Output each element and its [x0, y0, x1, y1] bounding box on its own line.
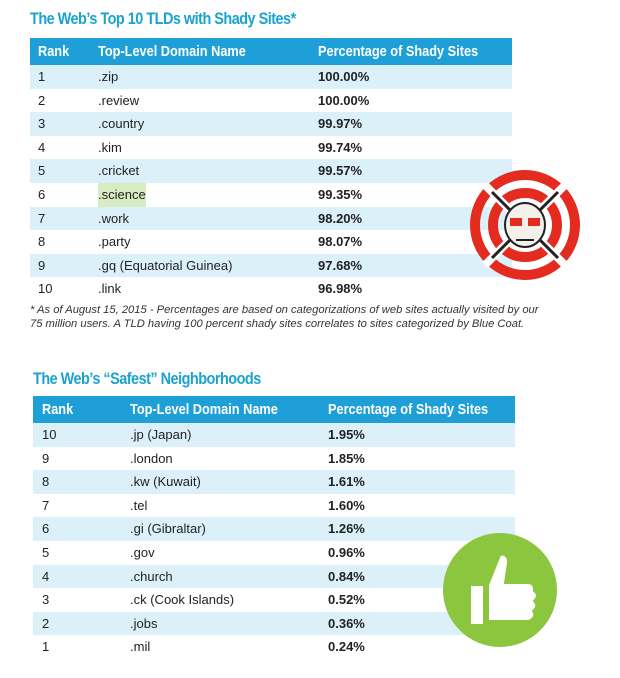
- table-row: 6 .science 99.35%: [30, 183, 512, 207]
- header-cell: Top-Level Domain Name: [98, 43, 246, 60]
- table-row: 9 .gq (Equatorial Guinea) 97.68%: [30, 253, 512, 278]
- table-cell: .mil: [130, 639, 151, 655]
- table-cell: 0.96%: [328, 545, 365, 560]
- table-row: 1 .mil 0.24%: [33, 635, 515, 659]
- table-cell: 98.20%: [318, 210, 363, 226]
- table-cell: .gq (Equatorial Guinea): [98, 257, 233, 273]
- table-cell: 0.24%: [328, 639, 365, 655]
- table-cell: .science: [98, 183, 146, 207]
- table-cell: .ck (Cook Islands): [130, 592, 235, 608]
- table-row: 8 .kw (Kuwait) 1.61%: [33, 470, 515, 494]
- table-cell: .gov: [130, 545, 155, 560]
- table-cell: 5: [42, 545, 50, 560]
- table-cell: 1.85%: [328, 450, 365, 466]
- header-row: Rank Top-Level Domain Name Percentage of S…: [30, 38, 512, 65]
- table-cell: 8: [38, 234, 46, 250]
- table-cell: .kw (Kuwait): [130, 474, 201, 490]
- table-cell: .church: [130, 568, 173, 584]
- table-title: The Web’s Top 10 TLDs with Shady Sites*: [30, 9, 296, 28]
- table-cell: 99.35%: [318, 187, 363, 202]
- table-row: 5 .cricket 99.57%: [30, 159, 512, 183]
- table-row: 8 .party 98.07%: [30, 230, 512, 254]
- table-cell: 3: [38, 116, 46, 132]
- table-cell: 1.60%: [328, 497, 365, 513]
- table-cell: 6: [38, 187, 46, 202]
- header-cell: Rank: [42, 401, 74, 418]
- table-cell: 10: [42, 427, 57, 442]
- footnote: * As of August 15, 2015 - Percentages ar…: [30, 304, 539, 330]
- table-row: 3 .ck (Cook Islands) 0.52%: [33, 588, 515, 612]
- table-row: 10 .link 96.98%: [30, 277, 512, 301]
- table-cell: 6: [42, 521, 50, 537]
- table-cell: 9: [42, 450, 50, 466]
- table-row: 9 .london 1.85%: [33, 447, 515, 471]
- table-cell: 10: [38, 281, 53, 297]
- table-cell: .cricket: [98, 163, 140, 179]
- table-cell: .party: [98, 234, 131, 250]
- table-cell: .country: [98, 116, 145, 132]
- header-row: Rank Top-Level Domain Name Percentage of S…: [33, 396, 515, 423]
- table-cell: 1.61%: [328, 474, 365, 490]
- table-cell: 4: [42, 568, 50, 584]
- header-cell: Rank: [38, 43, 70, 60]
- table-cell: 100.00%: [318, 92, 370, 108]
- header-cell: Percentage of Shady Sites: [318, 43, 479, 60]
- table-cell: .kim: [98, 139, 122, 155]
- table-cell: 5: [38, 163, 46, 179]
- table-cell: 0.52%: [328, 592, 365, 608]
- table-cell: 1.95%: [328, 427, 365, 442]
- table-cell: 0.84%: [328, 568, 365, 584]
- table-title: The Web’s “Safest” Neighborhoods: [33, 369, 261, 388]
- table-cell: .review: [98, 92, 140, 108]
- table-cell: .jobs: [130, 615, 158, 631]
- table-row: 3 .country 99.97%: [30, 112, 512, 136]
- table-cell: 100.00%: [318, 69, 370, 84]
- table-cell: 1: [38, 69, 46, 84]
- table-cell: 7: [38, 210, 46, 226]
- table-row: 4 .kim 99.74%: [30, 136, 512, 160]
- table-cell: .zip: [98, 69, 119, 84]
- table-cell: 9: [38, 257, 46, 273]
- table-row: 7 .work 98.20%: [30, 206, 512, 231]
- table-cell: .jp (Japan): [130, 427, 192, 442]
- table-cell: 7: [42, 497, 50, 513]
- table-cell: 97.68%: [318, 257, 363, 273]
- table-row: 1 .zip 100.00%: [30, 65, 512, 89]
- table-cell: 4: [38, 139, 46, 155]
- header-cell: Percentage of Shady Sites: [328, 401, 489, 418]
- table-row: 2 .review 100.00%: [30, 89, 512, 113]
- table-cell: .tel: [130, 497, 148, 513]
- table-cell: 96.98%: [318, 281, 363, 297]
- table-cell: .london: [130, 450, 173, 466]
- table-cell: 98.07%: [318, 234, 363, 250]
- table-cell: 2: [38, 92, 46, 108]
- thumbs-up-icon: [443, 533, 557, 647]
- table-row: 6 .gi (Gibraltar) 1.26%: [33, 517, 515, 541]
- table-row: 4 .church 0.84%: [33, 564, 515, 589]
- table-cell: 1.26%: [328, 521, 365, 537]
- table-cell: 99.97%: [318, 116, 363, 132]
- table-cell: 99.74%: [318, 139, 363, 155]
- table-cell: .gi (Gibraltar): [130, 521, 206, 537]
- table-row: 2 .jobs 0.36%: [33, 611, 515, 636]
- table-cell: 1: [42, 639, 50, 655]
- skull-icon: [470, 170, 580, 280]
- table-cell: 99.57%: [318, 163, 363, 179]
- header-cell: Top-Level Domain Name: [130, 401, 278, 418]
- table-row: 7 .tel 1.60%: [33, 494, 515, 518]
- table-cell: .link: [98, 281, 122, 297]
- table-row: 10 .jp (Japan) 1.95%: [33, 423, 515, 447]
- table-cell: 2: [42, 615, 50, 631]
- table-row: 5 .gov 0.96%: [33, 541, 515, 565]
- table-cell: .work: [98, 210, 130, 226]
- table-cell: 3: [42, 592, 50, 608]
- table-cell: 8: [42, 474, 50, 490]
- table-cell: 0.36%: [328, 615, 365, 631]
